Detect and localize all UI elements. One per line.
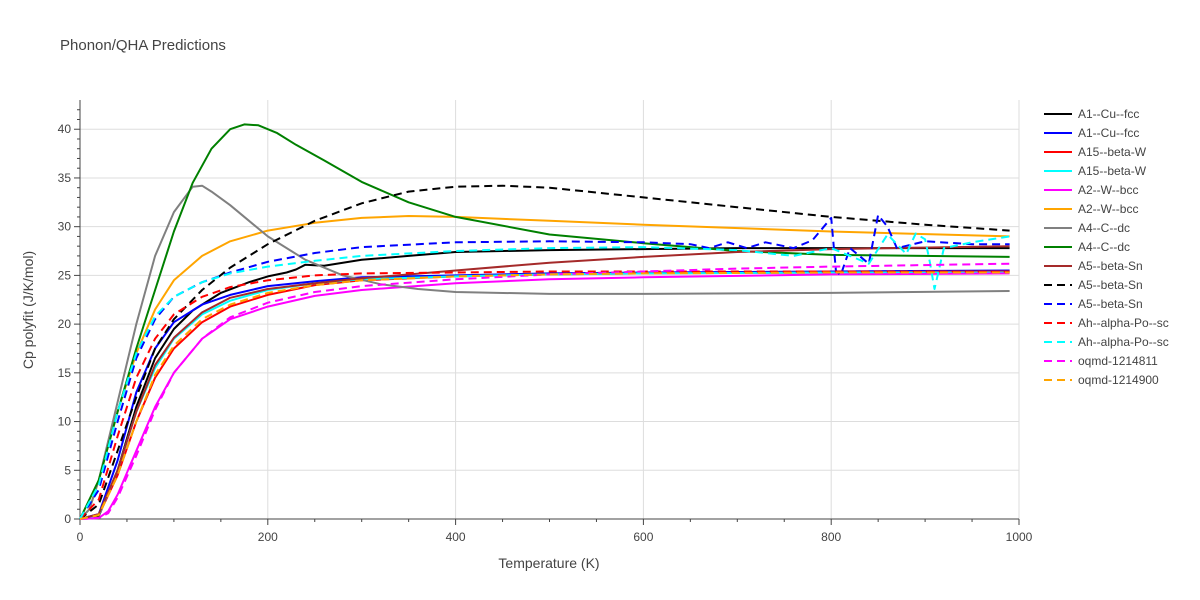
x-axis-title: Temperature (K) (498, 555, 599, 571)
series-line-7[interactable] (79, 123, 1010, 520)
series-line-0[interactable] (79, 247, 1010, 520)
legend-label: A15--beta-W (1078, 164, 1147, 178)
legend-label: Ah--alpha-Po--sc (1078, 335, 1169, 349)
legend-item[interactable]: Ah--alpha-Po--sc (1044, 316, 1169, 330)
legend-label: oqmd-1214900 (1078, 373, 1159, 387)
legend-label: A2--W--bcc (1078, 202, 1138, 216)
series-line-12[interactable] (79, 232, 1010, 520)
series-line-6[interactable] (79, 184, 1010, 520)
legend-label: A4--C--dc (1078, 240, 1130, 254)
legend-label: A4--C--dc (1078, 221, 1130, 235)
legend-item[interactable]: A5--beta-Sn (1044, 297, 1143, 311)
y-tick-label: 30 (58, 220, 72, 234)
y-tick-label: 20 (58, 317, 72, 331)
y-tick-label: 10 (58, 415, 72, 429)
y-tick-label: 0 (64, 512, 71, 526)
series-line-13[interactable] (79, 262, 1010, 520)
y-tick-label: 25 (58, 268, 72, 282)
legend-label: A1--Cu--fcc (1078, 107, 1139, 121)
x-ticks: 0 200 400 600 800 1000 (77, 519, 1033, 544)
y-tick-label: 5 (64, 463, 71, 477)
grid-lines (80, 100, 1020, 519)
legend-label: oqmd-1214811 (1078, 354, 1158, 368)
x-tick-label: 600 (633, 530, 653, 544)
legend-item[interactable]: A15--beta-W (1044, 164, 1147, 178)
legend-item[interactable]: A5--beta-Sn (1044, 278, 1143, 292)
legend-label: A1--Cu--fcc (1078, 126, 1139, 140)
y-tick-label: 15 (58, 366, 72, 380)
legend-item[interactable]: A4--C--dc (1044, 221, 1130, 235)
legend-label: A5--beta-Sn (1078, 278, 1143, 292)
x-tick-label: 800 (821, 530, 841, 544)
legend-item[interactable]: A4--C--dc (1044, 240, 1130, 254)
legend-label: Ah--alpha-Po--sc (1078, 316, 1169, 330)
legend-label: A5--beta-Sn (1078, 297, 1143, 311)
legend[interactable]: A1--Cu--fcc A1--Cu--fcc A15--beta-W A15--be… (1044, 107, 1169, 387)
legend-item[interactable]: A1--Cu--fcc (1044, 126, 1139, 140)
series-line-4[interactable] (79, 272, 1010, 520)
y-tick-label: 40 (58, 122, 72, 136)
series-line-11[interactable] (79, 270, 1010, 520)
x-tick-label: 0 (77, 530, 84, 544)
x-tick-label: 1000 (1006, 530, 1033, 544)
legend-label: A15--beta-W (1078, 145, 1147, 159)
y-axis-title: Cp polyfit (J/K/mol) (20, 251, 36, 369)
legend-item[interactable]: A1--Cu--fcc (1044, 107, 1139, 121)
legend-item[interactable]: A5--beta-Sn (1044, 259, 1143, 273)
x-tick-label: 200 (258, 530, 278, 544)
series-lines (79, 123, 1010, 520)
x-tick-label: 400 (446, 530, 466, 544)
legend-label: A2--W--bcc (1078, 183, 1138, 197)
legend-item[interactable]: oqmd-1214811 (1044, 354, 1158, 368)
chart-title: Phonon/QHA Predictions (60, 37, 226, 54)
legend-item[interactable]: A2--W--bcc (1044, 183, 1138, 197)
legend-item[interactable]: Ah--alpha-Po--sc (1044, 335, 1169, 349)
series-line-14[interactable] (79, 271, 1010, 520)
legend-item[interactable]: A2--W--bcc (1044, 202, 1138, 216)
y-tick-label: 35 (58, 171, 72, 185)
legend-item[interactable]: oqmd-1214900 (1044, 373, 1159, 387)
series-line-8[interactable] (79, 245, 1010, 520)
y-ticks: 0 5 10 15 20 25 30 35 40 (58, 109, 80, 526)
legend-item[interactable]: A15--beta-W (1044, 145, 1147, 159)
legend-label: A5--beta-Sn (1078, 259, 1143, 273)
series-line-9[interactable] (79, 184, 1010, 520)
